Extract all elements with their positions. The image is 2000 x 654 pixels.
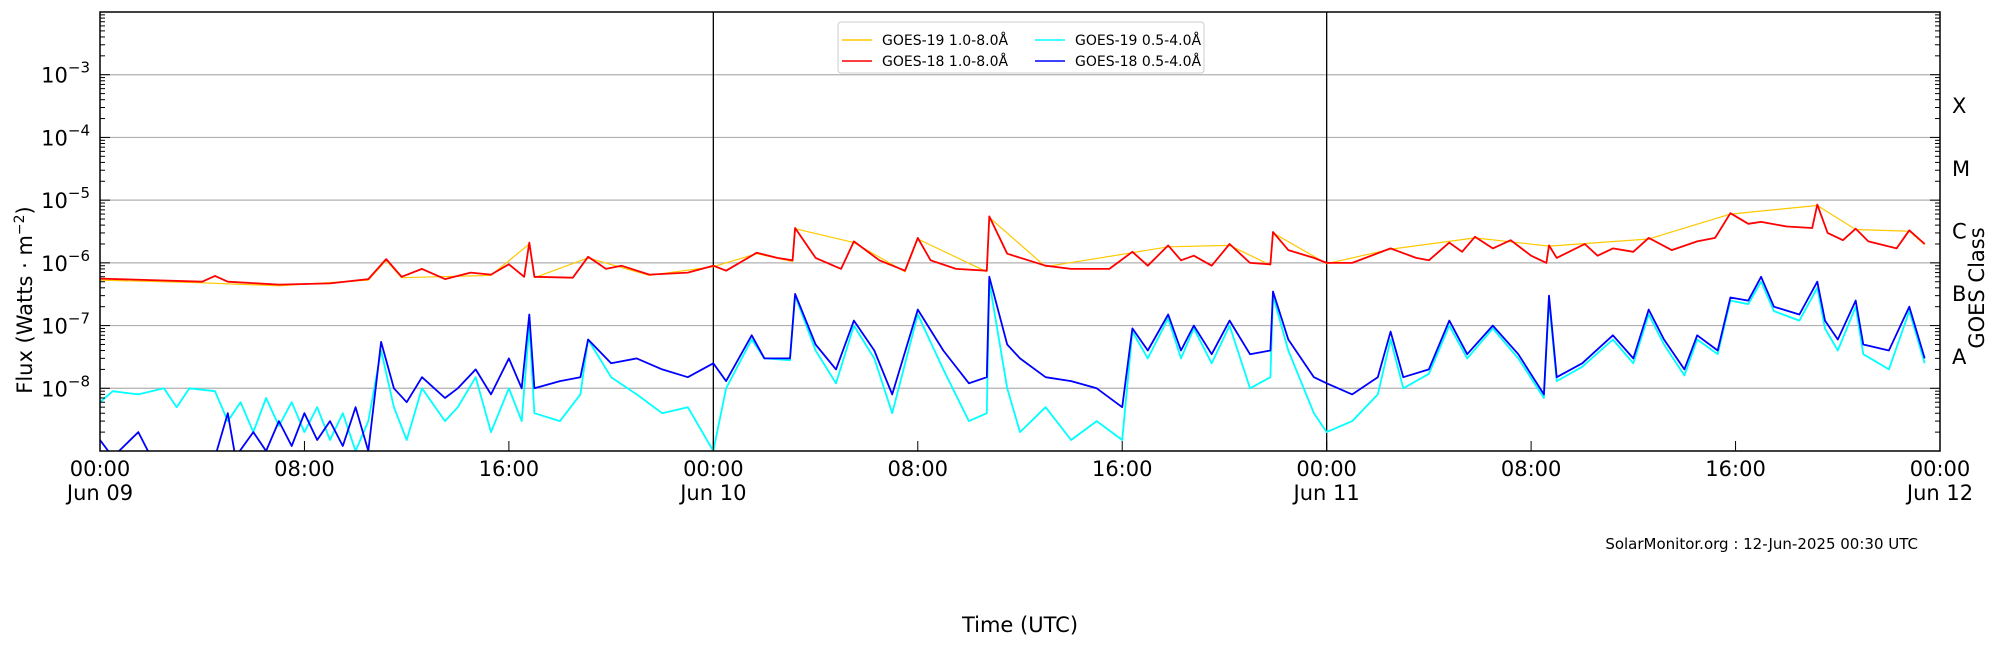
x-axis-label: Time (UTC) bbox=[961, 613, 1078, 637]
legend-label: GOES-18 0.5-4.0Å bbox=[1075, 53, 1201, 70]
legend-label: GOES-19 0.5-4.0Å bbox=[1075, 32, 1201, 49]
plot-frame bbox=[99, 11, 1941, 452]
series-group bbox=[100, 203, 1926, 451]
x-tick-date-label: Jun 09 bbox=[65, 481, 133, 505]
y-tick-label: 10−3 bbox=[41, 59, 90, 88]
x-tick-label: 00:00 bbox=[1910, 457, 1971, 481]
y-tick-label: 10−7 bbox=[41, 310, 90, 339]
x-tick-label: 08:00 bbox=[1501, 457, 1562, 481]
y-tick-label: 10−8 bbox=[41, 372, 90, 401]
legend-label: GOES-19 1.0-8.0Å bbox=[882, 32, 1008, 49]
x-tick-label: 08:00 bbox=[888, 457, 949, 481]
right-axis-label: GOES Class bbox=[1965, 227, 1989, 348]
axis-ticks bbox=[99, 14, 1941, 452]
y-axis-label: Flux (Watts · m−2) bbox=[12, 206, 37, 394]
x-tick-label: 00:00 bbox=[70, 457, 131, 481]
goes-class-label: M bbox=[1952, 157, 1970, 181]
x-tick-label: 00:00 bbox=[1296, 457, 1357, 481]
y-tick-label: 10−6 bbox=[41, 247, 90, 276]
x-tick-label: 16:00 bbox=[1705, 457, 1766, 481]
legend-label: GOES-18 1.0-8.0Å bbox=[882, 53, 1008, 70]
day-boundary-lines bbox=[712, 12, 1328, 451]
y-tick-label: 10−5 bbox=[41, 184, 90, 213]
x-tick-date-label: Jun 12 bbox=[1905, 481, 1973, 505]
x-tick-label: 08:00 bbox=[274, 457, 335, 481]
series-line-1 bbox=[100, 203, 1926, 286]
goes-class-label: A bbox=[1952, 345, 1967, 369]
series-line-3 bbox=[100, 275, 1926, 451]
grid-lines bbox=[100, 74, 1940, 389]
x-tick-date-label: Jun 10 bbox=[678, 481, 746, 505]
x-tick-label: 00:00 bbox=[683, 457, 744, 481]
x-tick-label: 16:00 bbox=[1092, 457, 1153, 481]
goes-class-label: B bbox=[1952, 282, 1966, 306]
y-tick-label: 10−4 bbox=[41, 121, 90, 150]
legend: GOES-19 1.0-8.0Å GOES-18 1.0-8.0Å GOES-19 … bbox=[837, 21, 1205, 74]
x-tick-label: 16:00 bbox=[479, 457, 540, 481]
goes-class-label: C bbox=[1952, 220, 1967, 244]
series-line-0 bbox=[100, 204, 1926, 287]
legend-box bbox=[837, 21, 1205, 74]
goes-class-label: X bbox=[1952, 94, 1966, 118]
x-tick-date-label: Jun 11 bbox=[1292, 481, 1360, 505]
source-annotation: SolarMonitor.org : 12-Jun-2025 00:30 UTC bbox=[1605, 535, 1918, 553]
